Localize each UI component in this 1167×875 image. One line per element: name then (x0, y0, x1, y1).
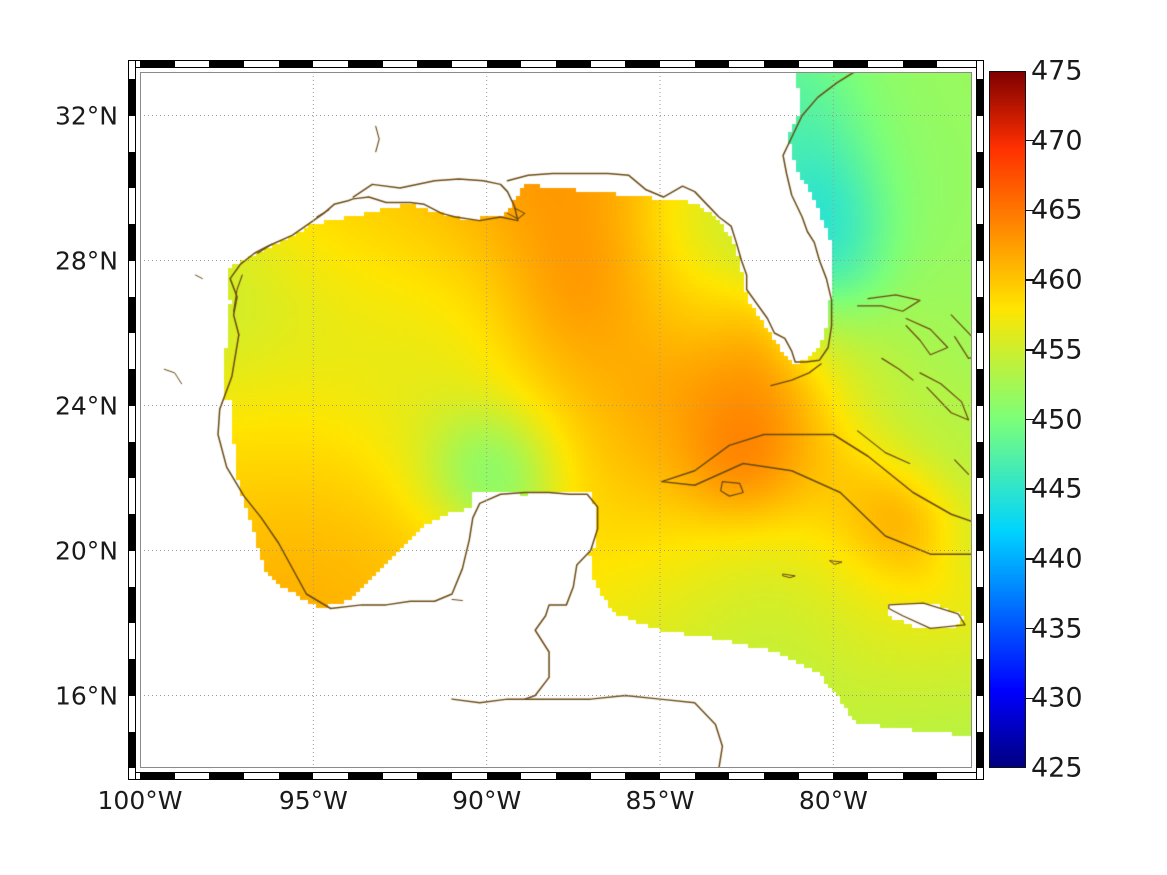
frame-checker-segment (129, 514, 135, 551)
frame-checker-segment (977, 369, 983, 406)
y-axis-tick-label: 32°N (54, 101, 118, 130)
frame-checker-segment (417, 61, 452, 67)
frame-checker-segment (977, 151, 983, 188)
frame-checker-segment (129, 296, 135, 333)
colorbar-tick-label: 430 (1031, 682, 1083, 714)
frame-checker-segment (902, 61, 938, 67)
x-axis-tick-label: 90°W (452, 786, 522, 815)
frame-checker-segment (977, 296, 983, 333)
colorbar-tick-label: 440 (1031, 543, 1083, 575)
colorbar-tick-label: 425 (1031, 752, 1083, 784)
frame-checker-segment (833, 61, 868, 67)
colorbar-tick-mark (1026, 279, 1035, 281)
colorbar-tick-label: 450 (1031, 404, 1083, 435)
frame-checker-segment (129, 79, 135, 116)
colorbar-gradient (989, 71, 1026, 768)
colorbar-tick-label: 460 (1031, 264, 1083, 296)
y-axis-tick-label: 24°N (54, 391, 118, 420)
frame-checker-segment (348, 61, 383, 67)
frame-checker-segment (556, 773, 591, 779)
colorbar-tick-mark (1026, 209, 1035, 212)
frame-band (976, 60, 984, 780)
colorbar-tick-mark (1026, 139, 1035, 142)
frame-checker-segment (278, 773, 314, 779)
frame-checker-segment (694, 773, 730, 779)
frame-checker-segment (417, 773, 452, 779)
x-axis-tick-label: 95°W (278, 786, 348, 815)
frame-checker-segment (977, 441, 983, 478)
frame-checker-segment (764, 61, 799, 67)
frame-checker-segment (486, 61, 522, 67)
colorbar-tick-label: 470 (1031, 125, 1083, 157)
colorbar-tick-label: 455 (1031, 334, 1083, 366)
y-axis-tick-label: 28°N (54, 246, 118, 275)
colorbar-tick-mark (1026, 558, 1035, 560)
frame-checker-segment (977, 79, 983, 116)
frame-checker-segment (129, 659, 135, 696)
frame-checker-segment (694, 61, 730, 67)
frame-checker-segment (486, 773, 522, 779)
y-axis-tick-label: 20°N (54, 536, 118, 565)
frame-checker-segment (209, 61, 244, 67)
frame-checker-segment (833, 773, 868, 779)
frame-band (128, 60, 136, 780)
colorbar-tick-mark (1026, 418, 1035, 421)
x-axis-tick-label: 85°W (625, 786, 695, 815)
frame-checker-segment (348, 773, 383, 779)
x-axis-tick-label: 80°W (798, 786, 868, 815)
frame-checker-segment (977, 659, 983, 696)
frame-checker-segment (977, 224, 983, 261)
colorbar-tick-mark (1026, 488, 1035, 490)
y-axis-tick-label: 16°N (54, 681, 118, 710)
colorbar-tick-mark (1026, 349, 1035, 351)
map-plot-area[interactable] (140, 72, 972, 768)
frame-checker-segment (129, 586, 135, 623)
frame-checker-segment (129, 731, 135, 768)
colorbar-tick-mark (1026, 697, 1035, 700)
colorbar-tick-label: 435 (1031, 613, 1083, 645)
x-axis-tick-label: 100°W (97, 786, 183, 815)
frame-checker-segment (129, 151, 135, 188)
frame-checker-segment (902, 773, 938, 779)
colorbar-tick-mark (1026, 627, 1035, 630)
frame-checker-segment (140, 773, 175, 779)
frame-checker-segment (556, 61, 591, 67)
frame-checker-segment (764, 773, 799, 779)
colorbar[interactable] (989, 71, 1035, 768)
colorbar-tick-label: 465 (1031, 194, 1083, 226)
frame-checker-segment (209, 773, 244, 779)
frame-checker-segment (977, 731, 983, 768)
frame-checker-segment (278, 61, 314, 67)
colorbar-tick-label: 445 (1031, 473, 1083, 505)
frame-checker-segment (977, 514, 983, 551)
frame-checker-segment (625, 61, 660, 67)
frame-checker-segment (129, 441, 135, 478)
colorbar-tick-label: 475 (1031, 55, 1083, 87)
frame-checker-segment (625, 773, 660, 779)
sst-field-canvas (140, 72, 972, 768)
frame-checker-segment (977, 586, 983, 623)
frame-checker-segment (129, 224, 135, 261)
frame-checker-segment (140, 61, 175, 67)
frame-checker-segment (129, 369, 135, 406)
